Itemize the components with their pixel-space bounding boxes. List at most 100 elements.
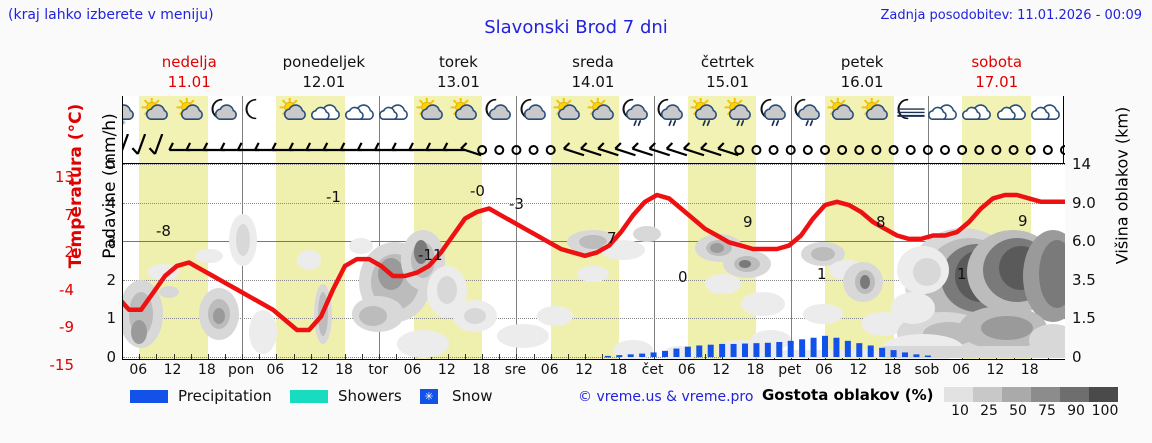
time-tick-tor-7: tor <box>368 362 389 378</box>
weather-icon-slot <box>619 98 653 127</box>
day-separator-4 <box>653 134 655 163</box>
cloud-density-tick-50: 50 <box>1009 403 1027 419</box>
temperature-point-label: 9 <box>743 213 753 231</box>
day-date: 12.01 <box>302 73 346 91</box>
time-tick-sre-11: sre <box>504 362 527 378</box>
temperature-point-label: -3 <box>509 195 524 213</box>
cloud-icon <box>996 104 1026 121</box>
cloud-height-tick-3.5: 3.5 <box>1072 270 1096 289</box>
cloud-density-swatch-90 <box>1060 387 1089 402</box>
sun-cloud-icon <box>141 98 169 121</box>
temperature-point-label: -11 <box>418 246 443 264</box>
temperature-point-label: -0 <box>470 182 485 200</box>
cloud-density-tick-10: 10 <box>951 403 969 419</box>
day-separator-3 <box>516 134 518 163</box>
axis-tickmark <box>173 354 175 359</box>
temperature-tick--9: -9 <box>59 318 74 336</box>
day-name: torek <box>439 53 478 71</box>
day-header-strip: nedelja 11.01 ponedeljek 12.01 torek 13.01 sre… <box>122 52 1064 94</box>
time-tick-06-16: 06 <box>677 362 696 378</box>
temperature-tick-7: 7 <box>64 205 74 224</box>
time-tick-12-25: 12 <box>986 362 1005 378</box>
temperature-point-label: 9 <box>1018 212 1028 230</box>
day-date: 11.01 <box>167 73 211 91</box>
gridline-5 <box>123 357 1065 359</box>
time-tick-12-21: 12 <box>849 362 868 378</box>
axis-tickmark <box>447 354 449 359</box>
moon-cloud-rain-icon <box>622 98 649 127</box>
day-separator-5 <box>790 134 792 163</box>
weather-icon-slot <box>894 98 928 127</box>
day-separator-1 <box>242 134 244 163</box>
axis-tickmark <box>259 354 261 359</box>
axis-tickmark <box>345 354 346 359</box>
axis-tickmark <box>550 354 552 359</box>
weather-icon-slot <box>551 98 585 127</box>
day-date: 16.01 <box>840 73 884 91</box>
day-name: sreda <box>572 53 614 71</box>
cloud-density-swatch-25 <box>973 387 1002 402</box>
daylight-band-day7 <box>962 134 1031 163</box>
wind-barb-band <box>123 134 1065 164</box>
menu-hint-text: (kraj lahko izberete v meniju) <box>8 7 214 23</box>
temperature-tick-13: 13 <box>54 168 74 186</box>
cloud-density-legend-title: Gostota oblakov (%) <box>762 386 934 404</box>
sun-cloud-icon <box>827 98 855 121</box>
day-separator-6 <box>927 134 929 163</box>
day-name: nedelja <box>161 53 217 71</box>
axis-tickmark <box>396 354 398 359</box>
weather-icon-band: ✳✳ <box>123 96 1065 134</box>
precipitation-tick-4: 4 <box>106 193 116 212</box>
weather-icon-slot <box>414 98 448 127</box>
day-name: četrtek <box>700 53 755 71</box>
day-separator-3 <box>516 164 518 359</box>
axis-tickmark <box>705 354 706 359</box>
time-tick-06-20: 06 <box>815 362 833 378</box>
day-date: 13.01 <box>436 73 480 91</box>
axis-tickmark <box>156 354 158 359</box>
precipitation-swatch <box>130 390 168 403</box>
copyright-link[interactable]: © vreme.us & vreme.pro <box>578 389 754 405</box>
showers-swatch <box>290 390 328 403</box>
time-tick-pon-3: pon <box>227 362 255 378</box>
graph-canvas: -8-1-11-0-3709181939 <box>123 164 1065 360</box>
temperature-point-label: 1 <box>957 265 967 283</box>
day-name: sobota <box>971 53 1023 71</box>
moon-cloud-rain-icon <box>794 98 820 127</box>
sun-cloud-icon <box>278 98 306 121</box>
axis-tickmark <box>242 354 244 359</box>
moon-cloud-icon <box>211 98 237 121</box>
cloud-density-color-scale <box>944 387 1118 402</box>
temperature-tick--15: -15 <box>49 355 75 374</box>
cloud-density-tick-100: 100 <box>1091 403 1119 419</box>
sun-cloud-rain-icon <box>724 98 752 127</box>
time-tick-čet-15: čet <box>641 362 664 378</box>
day-separator-4 <box>653 164 655 359</box>
cloud-height-tick-1.5: 1.5 <box>1072 309 1096 328</box>
time-tick-18-6: 18 <box>335 362 353 378</box>
weather-icon-slot <box>654 98 688 127</box>
svg-text:✳: ✳ <box>123 119 126 127</box>
day-header-četrtek: četrtek 15.01 <box>660 52 795 94</box>
axis-tickmark <box>516 354 518 359</box>
temperature-point-label: 1 <box>817 265 827 283</box>
cloud-height-tick-6.0: 6.0 <box>1072 232 1096 251</box>
daylight-band-day5 <box>687 134 757 163</box>
temperature-tick-2: 2 <box>64 243 74 261</box>
day-date: 14.01 <box>571 73 615 91</box>
cloud-density-tick-90: 90 <box>1067 403 1085 419</box>
time-tick-06-24: 06 <box>952 362 971 378</box>
precipitation-tick-3: 3 <box>106 232 116 251</box>
precipitation-tick-0: 0 <box>106 348 116 367</box>
sun-cloud-icon <box>176 98 203 121</box>
axis-tickmark <box>379 354 381 359</box>
axis-tickmark <box>465 354 466 359</box>
day-separator-5 <box>790 96 792 134</box>
axis-tickmark <box>482 354 484 359</box>
moon-cloud-icon <box>520 98 546 121</box>
cloud-density-swatch-50 <box>1002 387 1031 402</box>
temperature-tick--4: -4 <box>59 280 74 299</box>
axis-tickmark <box>499 354 501 359</box>
axis-tickmark <box>225 354 226 359</box>
cloud-density-swatch-10 <box>944 387 973 402</box>
